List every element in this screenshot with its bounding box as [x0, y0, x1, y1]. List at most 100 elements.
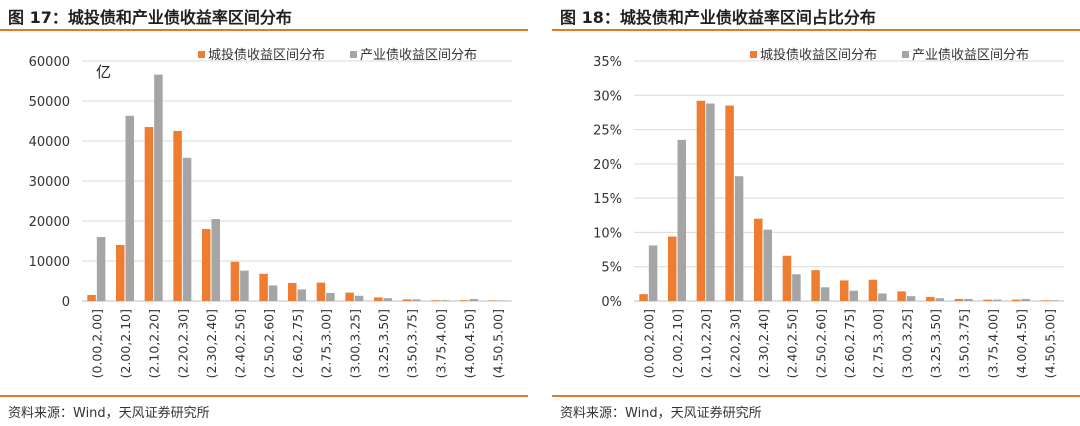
x-tick-label: (2.00,2.10]: [670, 309, 685, 378]
x-tick-label: (4.00,4.50]: [1014, 309, 1029, 378]
bar-chanye: [240, 270, 249, 301]
bar-chengtou: [374, 297, 383, 301]
bar-chanye: [906, 296, 916, 301]
bar-chengtou: [316, 282, 326, 301]
bar-chanye: [1021, 298, 1030, 301]
x-tick-label: (4.50,5.00]: [491, 309, 506, 378]
x-tick-label: (3.25,3.50]: [928, 309, 943, 378]
y-tick-label: 60000: [29, 55, 70, 70]
bar-chanye: [992, 299, 1002, 301]
unit-label: 亿: [96, 63, 111, 81]
bar-chengtou: [259, 273, 268, 301]
figure-17-chart: 0 10000 20000 30000 40000 50000 60000 (0.00,2.0…: [29, 47, 512, 378]
figure-17-source: 资料来源：Wind，天风证券研究所: [8, 406, 210, 421]
y-tick-label: 40000: [29, 135, 70, 150]
bar-chengtou: [431, 300, 440, 301]
bar-chanye: [677, 139, 686, 301]
title-rule: [0, 29, 528, 31]
bar-chanye: [964, 298, 973, 301]
legend-swatch: [350, 51, 357, 58]
x-tick-label: (2.75,3.00]: [871, 309, 886, 378]
bar-chanye: [878, 293, 887, 301]
y-tick-label: 0: [62, 295, 70, 310]
x-tick-label: (2.40,2.50]: [785, 309, 800, 378]
bar-chanye: [648, 245, 658, 301]
y-tick-label: 0%: [601, 295, 622, 310]
x-tick-label: (2.00,2.10]: [118, 309, 133, 378]
bar-chanye: [326, 293, 335, 301]
y-tick-label: 10000: [29, 255, 70, 270]
x-tick-label: (3.00,3.25]: [347, 309, 362, 378]
bar-chengtou: [926, 296, 935, 301]
bar-chengtou: [954, 298, 964, 301]
x-tick-label: (2.50,2.60]: [261, 309, 276, 378]
bar-chengtou: [668, 236, 677, 301]
bar-chengtou: [173, 131, 182, 301]
x-tick-label: (2.60,2.75]: [842, 309, 857, 378]
x-tick-label: (3.75,4.00]: [433, 309, 448, 378]
y-tick-label: 30%: [593, 89, 622, 104]
bar-chanye: [154, 74, 163, 301]
x-tick-label: (3.00,3.25]: [899, 309, 914, 378]
figure-17-panel: 图 17：城投债和产业债收益率区间分布 0 10000 20000 30000 4000…: [0, 0, 528, 426]
bar-chengtou: [116, 245, 125, 301]
bar-chengtou: [725, 105, 734, 301]
x-tick-label: (2.75,3.00]: [319, 309, 334, 378]
source-rule: [0, 395, 528, 397]
bar-chanye: [440, 300, 450, 301]
bar-chengtou: [754, 218, 763, 301]
y-tick-label: 20000: [29, 215, 70, 230]
source-rule: [552, 395, 1080, 397]
x-tick-label: (2.10,2.20]: [699, 309, 714, 378]
bar-chengtou: [345, 292, 354, 301]
bar-chanye: [792, 274, 801, 301]
bar-chanye: [383, 298, 392, 301]
x-tick-label: (2.20,2.30]: [727, 309, 742, 378]
legend-label: 产业债收益区间分布: [912, 48, 1029, 63]
y-tick-label: 15%: [593, 192, 622, 207]
bar-chanye: [211, 219, 220, 301]
bar-chanye: [734, 176, 744, 301]
x-tick-label: (3.25,3.50]: [376, 309, 391, 378]
bar-chanye: [498, 300, 507, 301]
legend-label: 城投债收益区间分布: [760, 47, 877, 63]
legend-swatch: [198, 51, 205, 58]
x-tick-label: (4.00,4.50]: [462, 309, 477, 378]
bar-chanye: [706, 103, 715, 301]
bar-chanye: [125, 115, 134, 301]
figure-17-title: 图 17：城投债和产业债收益率区间分布: [8, 8, 292, 27]
y-tick-label: 5%: [601, 261, 622, 276]
bar-chengtou: [87, 295, 96, 301]
bar-chengtou: [488, 300, 498, 301]
y-tick-label: 50000: [29, 95, 70, 110]
bar-chengtou: [782, 255, 792, 301]
bar-chengtou: [402, 299, 412, 301]
bar-chanye: [268, 285, 278, 301]
bar-chengtou: [811, 270, 820, 301]
bar-chengtou: [868, 279, 878, 301]
x-tick-label: (0.00,2.00]: [89, 309, 104, 378]
bar-chengtou: [230, 261, 240, 301]
bar-chengtou: [639, 294, 648, 301]
bar-chanye: [182, 157, 192, 301]
bar-chanye: [96, 237, 106, 301]
bar-chengtou: [202, 229, 211, 301]
bar-chengtou: [460, 300, 469, 301]
x-tick-label: (3.75,4.00]: [985, 309, 1000, 378]
bar-chengtou: [1012, 299, 1021, 301]
bar-chengtou: [1040, 300, 1050, 301]
legend-swatch: [750, 51, 757, 58]
x-tick-label: (2.10,2.20]: [147, 309, 162, 378]
legend-label: 城投债收益区间分布: [208, 47, 325, 63]
y-tick-label: 30000: [29, 175, 70, 190]
y-tick-label: 35%: [593, 55, 622, 70]
bar-chanye: [763, 229, 772, 301]
bar-chanye: [469, 299, 478, 301]
figure-18-title: 图 18：城投债和产业债收益率区间占比分布: [560, 8, 876, 27]
bar-chengtou: [696, 100, 706, 302]
bar-chanye: [820, 287, 830, 301]
x-tick-label: (2.30,2.40]: [204, 309, 219, 378]
y-tick-label: 10%: [593, 226, 622, 241]
bar-chanye: [1050, 300, 1059, 301]
x-tick-label: (3.50,3.75]: [957, 309, 972, 378]
